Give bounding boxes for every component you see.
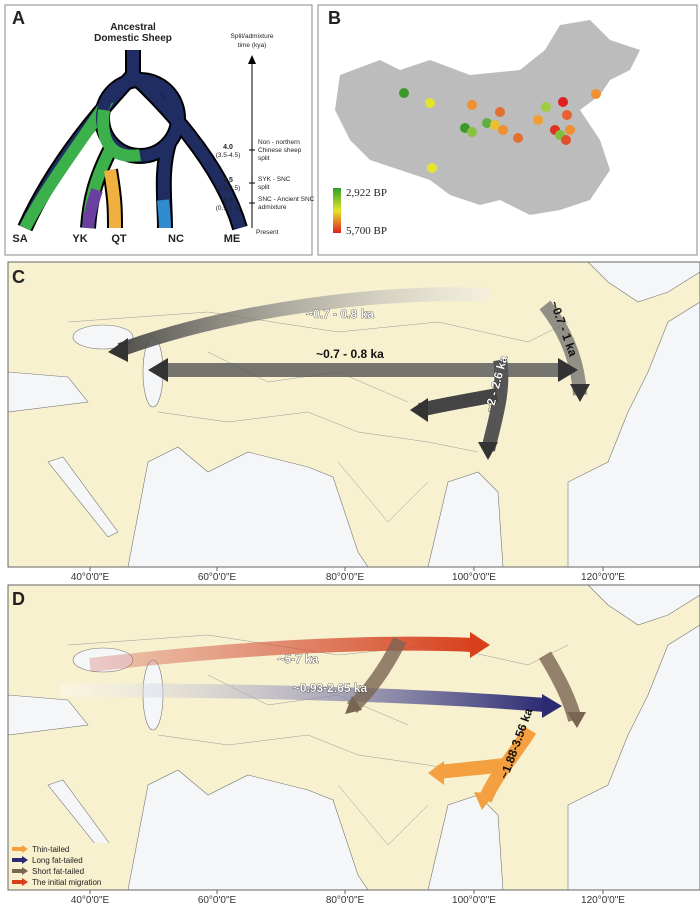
lon-label: 120°0'0"E <box>581 572 625 583</box>
arrow-label: ~0.7 - 0.8 ka <box>306 307 374 321</box>
lon-label: 60°0'0"E <box>198 895 237 906</box>
axis-title: Split/admixture <box>231 33 274 40</box>
event-text: SNC - Ancient SNC <box>258 196 315 203</box>
arrow-label: ~5-7 ka <box>277 652 318 666</box>
lon-label: 120°0'0"E <box>581 895 625 906</box>
lon-label: 80°0'0"E <box>326 572 365 583</box>
sites <box>399 88 601 173</box>
legend-label: 5,700 BP <box>346 225 387 237</box>
event-range: (0.9-2.6) <box>216 205 241 212</box>
event-text: split <box>258 184 270 191</box>
arrow-label: ~0.7 - 0.8 ka <box>316 347 384 361</box>
group-label: YK <box>72 233 87 245</box>
event-text: admixture <box>258 204 287 211</box>
event-text: SYK - SNC <box>258 176 291 183</box>
arrowheads <box>345 632 586 810</box>
china-map <box>335 20 640 215</box>
event-time: 4.0 <box>223 144 233 151</box>
panel-label: D <box>12 589 25 609</box>
panel-label: A <box>12 8 25 28</box>
legend-label: The initial migration <box>32 878 101 887</box>
event-text: Chinese sheep <box>258 147 302 154</box>
lon-label: 40°0'0"E <box>71 895 110 906</box>
legend-label: Short fat-tailed <box>32 867 84 876</box>
group-label: SA <box>12 233 27 245</box>
event-time: 2.5 <box>223 177 233 184</box>
lon-label: 40°0'0"E <box>71 572 110 583</box>
lon-label: 100°0'0"E <box>452 572 496 583</box>
tree <box>17 50 248 232</box>
axis-arrow <box>248 55 256 64</box>
event-range: (3.5-4.5) <box>216 152 241 159</box>
group-label: NC <box>168 233 184 245</box>
legend-box <box>9 843 119 889</box>
panel-c: C ~0.7 - 0.8 ka ~0.7 - 0.8 ka ~0.7 - 1 k… <box>7 261 700 583</box>
panel-d: D ~5-7 ka ~0.93-2.65 ka ~1.88-3.56 ka Th… <box>7 584 700 906</box>
panel-label: B <box>328 8 341 28</box>
legend-swatch <box>12 878 28 886</box>
arrowheads <box>108 338 590 460</box>
legend-label: Long fat-tailed <box>32 856 83 865</box>
root-label: Domestic Sheep <box>94 33 172 44</box>
event-range: (1.8-3.5) <box>216 185 241 192</box>
event-time: 1.6 <box>223 197 233 204</box>
event-text: split <box>258 155 270 162</box>
present-label: Present <box>256 229 279 236</box>
panel-label: C <box>12 267 25 287</box>
axis-title: time (kya) <box>238 42 267 49</box>
group-label: QT <box>111 233 127 245</box>
lon-label: 60°0'0"E <box>198 572 237 583</box>
lon-label: 100°0'0"E <box>452 895 496 906</box>
lon-label: 80°0'0"E <box>326 895 365 906</box>
panel-frame <box>7 261 700 568</box>
legend-swatch <box>12 856 28 864</box>
legend-label: Thin-tailed <box>32 845 69 854</box>
group-label: ME <box>224 233 241 245</box>
legend-bar <box>333 188 341 233</box>
panel-frame <box>7 584 700 891</box>
legend-label: 2,922 BP <box>346 187 387 199</box>
arrow-label: ~0.93-2.65 ka <box>293 681 368 695</box>
panel-a: A Ancestral Domestic Sheep Split/admixtu… <box>4 4 315 256</box>
root-label: Ancestral <box>110 22 156 33</box>
event-text: Non - northern <box>258 139 300 146</box>
panel-b: B 2,922 BP 5,700 BP <box>317 4 698 256</box>
legend-swatch <box>12 867 28 875</box>
legend-swatch <box>12 845 28 853</box>
